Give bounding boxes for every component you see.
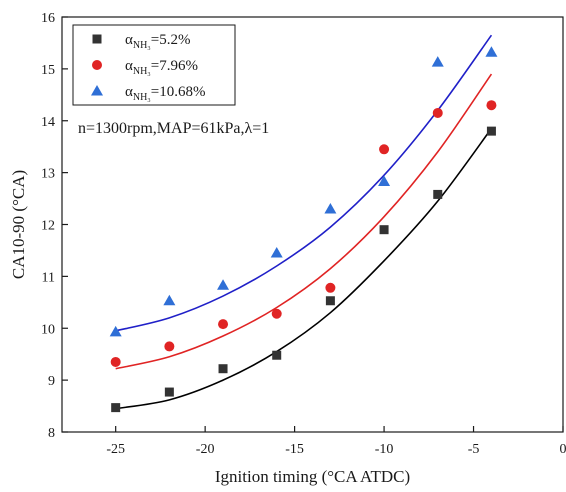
y-tick-label: 11: [42, 270, 55, 285]
data-point-1-6: [432, 107, 443, 118]
data-point-0-1: [164, 387, 174, 397]
data-point-2-1: [163, 294, 176, 306]
data-point-1-3: [271, 308, 282, 319]
fit-line-1: [115, 73, 493, 370]
data-point-2-5: [378, 175, 391, 186]
y-tick-label: 9: [48, 374, 55, 389]
data-point-1-0: [110, 356, 121, 367]
tick-labels: -25 -20 -15 -10 -5 0 8 9 10 11 12 13 14 15 16: [41, 11, 566, 457]
y-tick-label: 12: [41, 219, 55, 234]
legend-marker-0: [92, 34, 102, 44]
data-point-0-7: [486, 126, 496, 136]
data-markers: [109, 46, 498, 413]
x-tick-label: -10: [375, 442, 394, 457]
legend-label-0: αNH₃=5.2%: [125, 32, 191, 51]
data-point-0-6: [433, 189, 443, 199]
x-tick-label: -20: [196, 442, 215, 457]
data-point-1-4: [325, 282, 336, 293]
x-tick-label: -5: [468, 442, 480, 457]
data-point-0-4: [325, 296, 335, 306]
legend-marker-1: [92, 60, 102, 70]
y-tick-label: 14: [41, 115, 55, 130]
x-axis-label: Ignition timing (°CA ATDC): [215, 467, 410, 486]
data-point-1-7: [486, 100, 497, 111]
y-tick-label: 15: [41, 63, 55, 78]
legend-label-2: αNH₃=10.68%: [125, 84, 206, 103]
legend-label-1: αNH₃=7.96%: [125, 58, 198, 77]
data-point-2-6: [431, 56, 444, 67]
data-point-2-7: [485, 46, 498, 57]
y-tick-label: 8: [48, 426, 55, 441]
data-point-2-3: [270, 247, 283, 258]
data-point-0-3: [272, 350, 282, 360]
data-point-2-4: [324, 202, 337, 214]
axis-ticks: [62, 16, 564, 433]
data-point-1-5: [379, 144, 390, 155]
data-point-1-1: [164, 341, 175, 352]
legend: αNH₃=5.2% αNH₃=7.96% αNH₃=10.68%: [72, 24, 236, 106]
legend-marker-2: [91, 85, 103, 96]
y-axis-label: CA10-90 (°CA): [9, 170, 28, 279]
data-point-1-2: [218, 319, 229, 330]
data-point-2-2: [217, 279, 230, 290]
x-tick-label: -15: [285, 442, 304, 457]
y-tick-label: 13: [41, 167, 55, 182]
conditions-annotation: n=1300rpm,MAP=61kPa,λ=1: [78, 120, 269, 137]
y-tick-label: 10: [41, 322, 55, 337]
data-point-0-2: [218, 364, 228, 374]
y-tick-label: 16: [41, 11, 55, 26]
x-tick-label: -25: [106, 442, 125, 457]
data-point-0-5: [379, 225, 389, 235]
data-point-2-0: [109, 325, 122, 337]
fit-line-0: [115, 128, 493, 410]
data-point-0-0: [111, 403, 121, 413]
x-tick-label: 0: [560, 442, 566, 457]
